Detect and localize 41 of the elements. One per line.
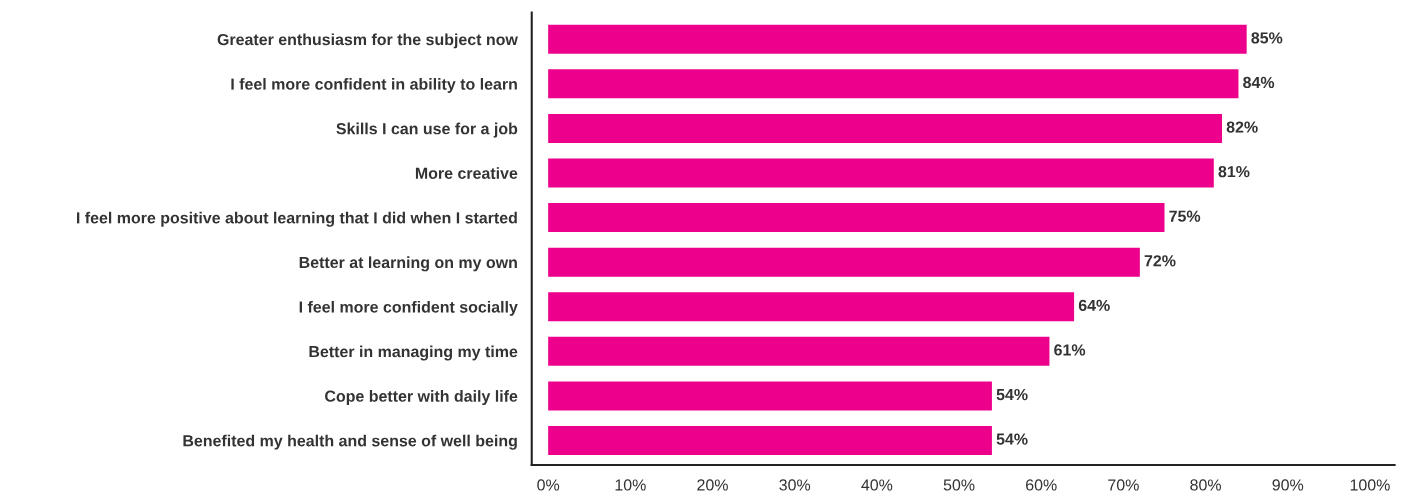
y-tick-label: I feel more confident socially — [299, 300, 518, 316]
data-label: 81% — [1218, 165, 1250, 178]
data-label: 64% — [1078, 299, 1110, 312]
data-label: 72% — [1144, 255, 1176, 267]
y-tick-label: Better at learning on my own — [299, 256, 517, 272]
y-tick-label: Better in managing my time — [309, 345, 518, 361]
data-label: 82% — [1226, 121, 1258, 133]
x-tick-label: 30% — [779, 479, 811, 491]
data-label: 75% — [1169, 210, 1201, 222]
data-label: 84% — [1243, 76, 1275, 89]
x-tick-label: 50% — [943, 479, 975, 491]
bar — [548, 425, 992, 455]
data-label: 85% — [1251, 32, 1283, 44]
bar — [548, 24, 1247, 54]
bar — [548, 336, 1050, 366]
x-tick-label: 70% — [1108, 479, 1139, 491]
bar — [548, 69, 1239, 99]
x-tick-label: 80% — [1190, 479, 1221, 491]
y-tick-label: I feel more confident in ability to learn — [231, 78, 517, 93]
y-tick-label: I feel more positive about learning that I did when I started — [76, 211, 517, 227]
x-tick-label: 40% — [861, 479, 893, 491]
bar — [548, 158, 1214, 188]
bar — [548, 247, 1140, 277]
y-tick-label: Skills I can use for a job — [336, 122, 518, 138]
x-tick-label: 20% — [697, 479, 728, 491]
x-tick-label: 60% — [1026, 479, 1057, 491]
data-label: 54% — [996, 388, 1028, 401]
y-tick-label: More creative — [415, 167, 518, 179]
y-tick-label: Cope better with daily life — [325, 390, 518, 405]
data-label: 61% — [1054, 344, 1086, 356]
x-tick-label: 10% — [615, 479, 646, 491]
x-tick-label: 90% — [1272, 479, 1304, 491]
data-label: 54% — [996, 433, 1028, 445]
y-tick-label: Benefited my health and sense of well being — [183, 434, 517, 450]
bar — [548, 381, 992, 411]
x-tick-label: 0% — [537, 479, 560, 491]
bar — [548, 113, 1223, 143]
x-tick-label: 100% — [1350, 479, 1390, 491]
bar — [548, 203, 1165, 233]
y-tick-label: Greater enthusiasm for the subject now — [217, 33, 518, 49]
bar — [548, 292, 1075, 322]
